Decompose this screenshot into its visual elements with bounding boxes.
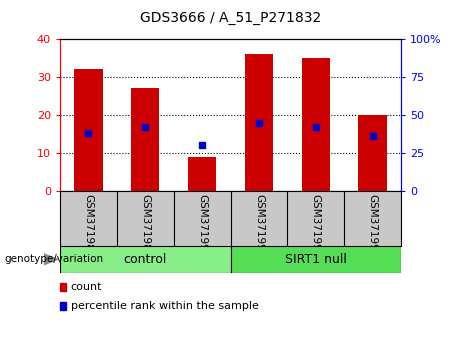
- Text: GSM371988: GSM371988: [83, 194, 94, 257]
- Text: GSM371990: GSM371990: [197, 194, 207, 257]
- Bar: [245, 54, 273, 191]
- Bar: [188, 157, 216, 191]
- Text: GSM371992: GSM371992: [311, 194, 321, 257]
- Bar: [358, 115, 387, 191]
- Text: percentile rank within the sample: percentile rank within the sample: [71, 301, 259, 311]
- Text: genotype/variation: genotype/variation: [5, 254, 104, 264]
- Point: [255, 120, 263, 126]
- Text: GDS3666 / A_51_P271832: GDS3666 / A_51_P271832: [140, 11, 321, 25]
- Point: [85, 131, 92, 136]
- Bar: [60, 246, 230, 273]
- Point: [198, 143, 206, 148]
- Text: GSM371989: GSM371989: [140, 194, 150, 257]
- Polygon shape: [44, 254, 58, 265]
- Text: count: count: [71, 282, 102, 292]
- Text: control: control: [124, 253, 167, 266]
- Point: [142, 124, 149, 130]
- Bar: [301, 58, 330, 191]
- Bar: [131, 88, 160, 191]
- Point: [312, 124, 319, 130]
- Text: GSM371993: GSM371993: [367, 194, 378, 257]
- Text: GSM371991: GSM371991: [254, 194, 264, 257]
- Point: [369, 133, 376, 139]
- Text: SIRT1 null: SIRT1 null: [285, 253, 347, 266]
- Bar: [74, 69, 102, 191]
- Bar: [230, 246, 401, 273]
